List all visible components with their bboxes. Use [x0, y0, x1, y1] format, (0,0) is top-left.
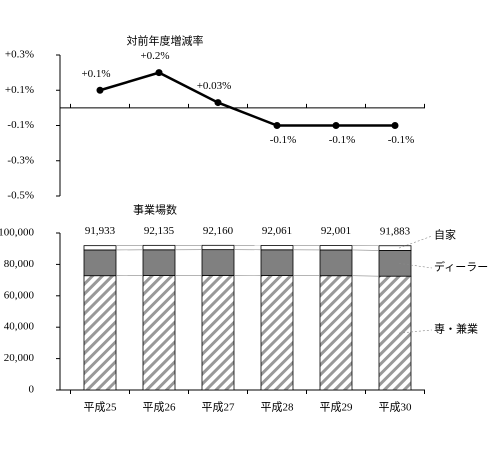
- x-tick-label: 平成26: [143, 401, 176, 414]
- bar-segment: [378, 245, 412, 251]
- line: [99, 71, 395, 127]
- bar-segment: [260, 275, 294, 391]
- value-label: -0.1%: [270, 134, 297, 146]
- x-tick-label: 平成27: [202, 401, 235, 414]
- y-tick-label: -0.3%: [7, 154, 34, 166]
- y-tick-label: 40,000: [4, 321, 35, 333]
- total-label: 92,061: [262, 225, 292, 237]
- x-tick-label: 平成28: [261, 401, 294, 414]
- x-tick-label: 平成29: [320, 401, 353, 414]
- legend-label: 自家: [434, 228, 456, 242]
- leader: [398, 263, 433, 269]
- y-tick-label: 80,000: [4, 258, 35, 270]
- value-label: -0.1%: [388, 134, 415, 146]
- total-label: 91,933: [85, 225, 116, 237]
- value-label: +0.03%: [197, 80, 232, 92]
- point: [391, 122, 399, 129]
- y-tick-label: 20,000: [4, 352, 35, 364]
- bar-segment: [260, 245, 294, 251]
- bar-segment: [319, 245, 353, 251]
- y-tick-label: +0.1%: [5, 84, 34, 96]
- y-tick-label: 60,000: [4, 289, 35, 301]
- bar-segment: [378, 250, 412, 277]
- y-tick-label: -0.1%: [7, 119, 34, 131]
- bar-segment: [201, 244, 235, 251]
- x-tick-label: 平成25: [84, 401, 117, 414]
- value-label: -0.1%: [329, 134, 356, 146]
- point: [155, 69, 163, 77]
- bar-segment: [319, 249, 353, 277]
- total-label: 91,883: [380, 225, 411, 237]
- y-tick-label: -0.5%: [7, 190, 34, 202]
- bar-segment: [201, 249, 235, 276]
- leader: [398, 329, 433, 334]
- bar-segment: [83, 245, 117, 251]
- bar-segment: [83, 275, 117, 391]
- total-label: 92,135: [144, 225, 175, 237]
- y-tick-label: +0.3%: [5, 49, 34, 61]
- bar-segment: [142, 249, 176, 276]
- bar-segment: [201, 274, 235, 391]
- point: [273, 122, 281, 129]
- total-label: 92,001: [321, 225, 351, 237]
- total-label: 92,160: [203, 225, 234, 237]
- legend-label: ディーラー: [434, 260, 488, 274]
- point: [214, 99, 222, 107]
- x-tick-label: 平成30: [379, 401, 412, 414]
- bar-segment: [142, 244, 176, 251]
- line-title: 対前年度増減率: [127, 34, 204, 48]
- legend-label: 専・兼業: [434, 323, 478, 336]
- y-tick-label: 0: [29, 384, 35, 396]
- bar-segment: [378, 275, 412, 391]
- leader: [398, 235, 433, 249]
- bar-title: 事業場数: [133, 204, 177, 217]
- value-label: +0.2%: [140, 50, 169, 62]
- point: [332, 122, 340, 129]
- bar-segment: [319, 275, 353, 391]
- y-tick-label: 100,000: [0, 227, 35, 239]
- bar-segment: [83, 249, 117, 277]
- value-label: +0.1%: [81, 68, 110, 80]
- bar-segment: [142, 275, 176, 391]
- point: [96, 86, 104, 94]
- bar-segment: [260, 249, 294, 276]
